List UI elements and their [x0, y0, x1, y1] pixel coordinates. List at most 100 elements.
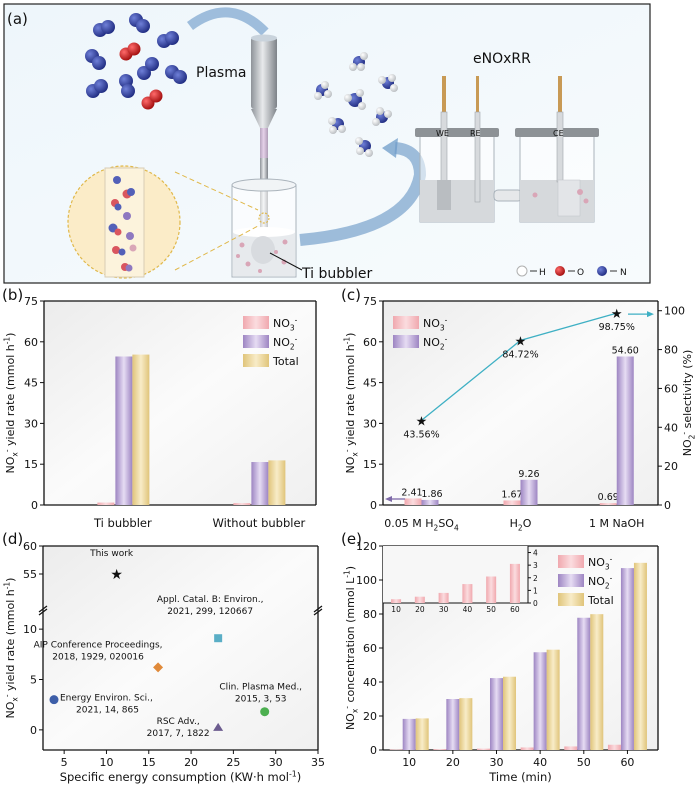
label-fragment: -1: [343, 337, 352, 345]
axis-break-mark: [313, 605, 323, 613]
oxygen-atom-icon: [555, 266, 565, 276]
plasma-label: Plasma: [196, 65, 246, 81]
bar-value-label: 9.26: [518, 469, 539, 480]
y-tick-label: 80: [363, 608, 377, 621]
x-tick-label: 0.05 M H2SO4: [384, 517, 459, 532]
label-fragment: 2: [290, 342, 295, 351]
n2-molecule: [165, 65, 187, 84]
point-annotation: RSC Adv.,: [157, 717, 200, 727]
label-fragment: -: [295, 316, 298, 325]
label-fragment: SO: [438, 517, 454, 530]
panel-e-label: (e): [341, 530, 362, 548]
n2-molecule: [86, 79, 108, 98]
legend-n-label: N: [620, 268, 627, 278]
x-tick-label: 60: [620, 756, 634, 769]
label-fragment: H: [425, 517, 433, 530]
x-tick-label: 40: [533, 756, 547, 769]
label-fragment: x: [350, 452, 359, 457]
gas-flow-arrow: [187, 7, 269, 36]
label-fragment: NO: [588, 556, 605, 569]
legend-label: Total: [272, 355, 299, 368]
y2-tick-label: 100: [664, 305, 685, 318]
label-fragment: -: [343, 706, 352, 709]
bar-total: [590, 614, 604, 750]
inset-bar-no3: [438, 592, 449, 603]
label-fragment: yield rate (mmol: [4, 351, 17, 449]
label-fragment: H: [510, 517, 518, 530]
label-fragment: concentration (mmol: [344, 584, 357, 706]
bar-total: [415, 718, 429, 750]
panel-d-label: (d): [2, 530, 23, 548]
label-fragment: -: [445, 335, 448, 344]
label-fragment: NO: [423, 336, 440, 349]
bar-no2: [446, 699, 460, 750]
nh3-molecule: [372, 107, 392, 126]
label-fragment: O: [523, 517, 532, 530]
x-tick-label: Ti bubbler: [93, 516, 152, 530]
square-marker-icon: [214, 634, 223, 643]
x-tick-label: 15: [142, 756, 156, 769]
x-tick-label: 50: [577, 756, 591, 769]
n2-molecule: [129, 13, 150, 33]
inset-x-tick-label: 60: [510, 605, 520, 614]
electrode-ce-label: CE: [553, 129, 564, 138]
legend-label: NO3-: [273, 316, 298, 333]
point-annotation: This work: [89, 549, 134, 559]
arrow-head-icon: [382, 138, 398, 158]
x-axis-title: Time (min): [488, 770, 551, 784]
inset-bar-no3: [462, 584, 473, 603]
inset-y-tick-label: 1: [533, 586, 538, 595]
legend-swatch: [393, 316, 419, 329]
label-fragment: Time (min): [488, 770, 551, 784]
inset-y-tick-label: 2: [533, 574, 538, 583]
y-tick-label: 40: [363, 676, 377, 689]
selectivity-label: 43.56%: [403, 429, 439, 440]
y-tick-label: 30: [24, 417, 38, 430]
product-flow-arrow: [299, 142, 427, 246]
legend-swatch: [243, 335, 269, 348]
n2-molecule: [93, 20, 115, 37]
x-tick-label: 35: [311, 756, 325, 769]
legend-label: NO3-: [588, 555, 613, 572]
ti-bubbler-label: Ti bubbler: [301, 266, 372, 282]
legend-label: NO3-: [423, 316, 448, 333]
plot-background: [43, 546, 318, 750]
label-fragment: x: [10, 452, 19, 457]
point-annotation: 2021, 14, 865: [76, 706, 139, 716]
inset-bar-no3: [414, 596, 425, 603]
y-tick-label: 45: [363, 377, 377, 390]
y-tick-label: 10: [23, 623, 37, 636]
label-fragment: NO: [423, 317, 440, 330]
legend-swatch: [558, 593, 584, 606]
legend-o-label: O: [577, 268, 584, 278]
bar-no2: [402, 718, 416, 750]
point-annotation: 2021, 299, 120667: [167, 607, 253, 617]
x-tick-label: 20: [446, 756, 460, 769]
x-axis-title: Specific energy consumption (KW·h mol-1): [60, 769, 302, 784]
star-marker-icon: ★: [416, 414, 428, 429]
label-fragment: NO: [4, 456, 17, 473]
bar-value-label: 0.69: [598, 492, 619, 503]
legend-label: Total: [587, 594, 614, 607]
plot-background: [383, 301, 658, 505]
y-axis-title: NOx- concentration (mmol L-1): [343, 566, 360, 730]
legend-h-label: H: [539, 268, 546, 278]
label-fragment: -: [3, 449, 12, 452]
triangle-marker-icon: [213, 722, 224, 731]
label-fragment: ): [4, 333, 17, 337]
label-fragment: -: [295, 335, 298, 344]
arrow-left-icon: [385, 496, 392, 502]
legend-label: NO2-: [588, 574, 613, 591]
bar-value-label: 1.86: [421, 489, 442, 500]
inset-bar-no3: [486, 576, 497, 603]
inset-x-tick-label: 50: [486, 605, 496, 614]
y-tick-label: 30: [363, 417, 377, 430]
circle-marker-icon: [260, 707, 270, 717]
label-fragment: NO: [588, 575, 605, 588]
bar-no3: [564, 746, 578, 750]
nh3-molecule: [344, 89, 366, 110]
label-fragment: Total: [587, 594, 614, 607]
bar-no2: [520, 479, 538, 505]
bar-no3: [520, 747, 534, 750]
